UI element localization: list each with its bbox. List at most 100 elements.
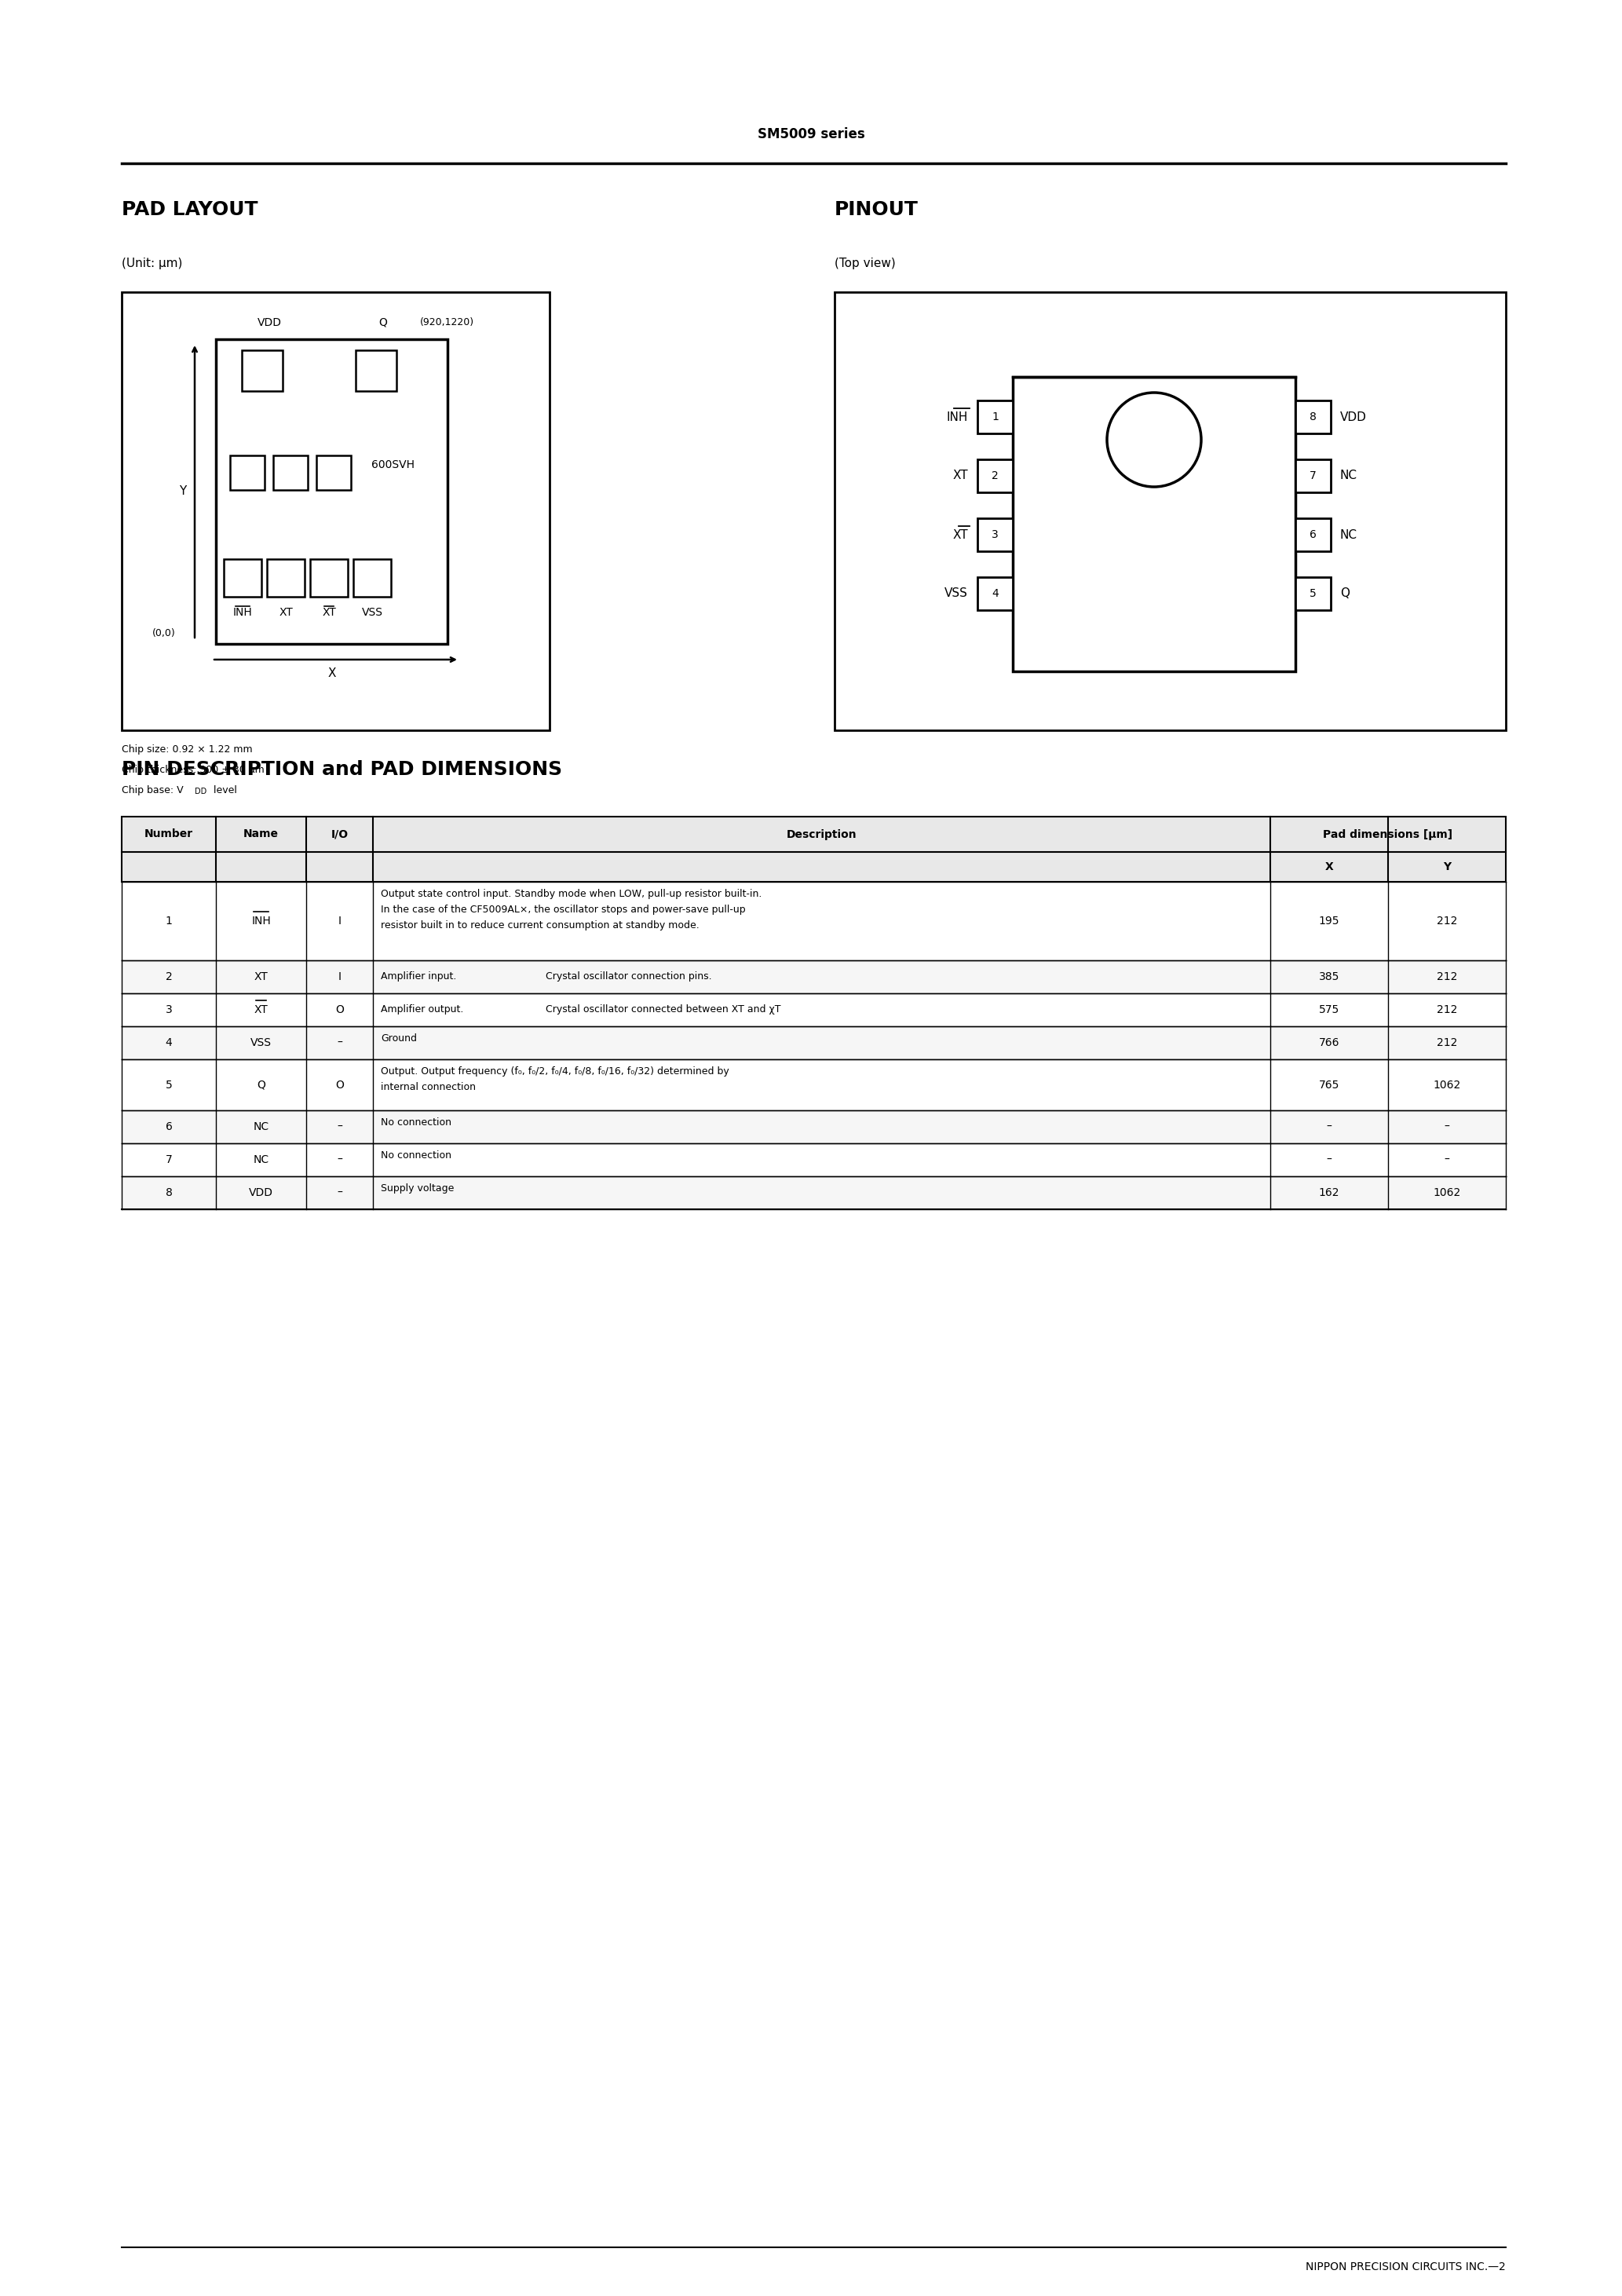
Text: 1: 1	[991, 411, 999, 422]
Text: 212: 212	[1437, 1038, 1457, 1049]
Text: 2: 2	[165, 971, 172, 983]
Text: I/O: I/O	[331, 829, 349, 840]
Text: Ground: Ground	[381, 1033, 417, 1045]
Text: INH: INH	[947, 411, 968, 422]
Text: XT: XT	[952, 528, 968, 540]
Text: 6: 6	[165, 1120, 172, 1132]
Text: Y: Y	[178, 487, 187, 498]
Bar	[122, 1143, 1505, 1176]
Text: 162: 162	[1319, 1187, 1340, 1199]
Text: Amplifier input.: Amplifier input.	[381, 971, 456, 983]
Bar	[1296, 519, 1330, 551]
Text: Output state control input. Standby mode when LOW, pull-up resistor built-in.: Output state control input. Standby mode…	[381, 889, 762, 900]
Text: (920,1220): (920,1220)	[420, 317, 474, 328]
Text: No connection: No connection	[381, 1118, 451, 1127]
Bar	[230, 455, 264, 489]
Bar	[122, 292, 550, 730]
Bar	[978, 576, 1012, 611]
Bar	[978, 519, 1012, 551]
Text: 212: 212	[1437, 916, 1457, 928]
Text: I: I	[337, 916, 341, 928]
Text: Chip base: V: Chip base: V	[122, 785, 183, 794]
Text: 6: 6	[1309, 530, 1317, 540]
Bar	[354, 560, 391, 597]
Text: –: –	[1327, 1120, 1332, 1132]
Text: NC: NC	[1340, 528, 1358, 540]
Text: 212: 212	[1437, 1003, 1457, 1015]
Text: (Unit: μm): (Unit: μm)	[122, 257, 182, 269]
Bar	[122, 994, 1505, 1026]
Text: SM5009 series: SM5009 series	[757, 126, 865, 142]
Text: 5: 5	[165, 1079, 172, 1091]
Text: Output. Output frequency (f₀, f₀/2, f₀/4, f₀/8, f₀/16, f₀/32) determined by: Output. Output frequency (f₀, f₀/2, f₀/4…	[381, 1065, 730, 1077]
Text: 575: 575	[1319, 1003, 1340, 1015]
Bar	[122, 817, 1505, 882]
Text: Supply voltage: Supply voltage	[381, 1182, 454, 1194]
Text: (0,0): (0,0)	[152, 629, 175, 638]
Bar	[122, 1176, 1505, 1210]
Text: NC: NC	[253, 1155, 269, 1166]
Text: PINOUT: PINOUT	[835, 200, 918, 218]
Text: 8: 8	[165, 1187, 172, 1199]
Bar	[122, 960, 1505, 994]
Text: 195: 195	[1319, 916, 1340, 928]
Text: level: level	[211, 785, 237, 794]
Text: 212: 212	[1437, 971, 1457, 983]
Text: VDD: VDD	[258, 317, 282, 328]
Text: –: –	[1444, 1120, 1450, 1132]
Text: VSS: VSS	[362, 606, 383, 618]
Text: Crystal oscillator connected between XT and χT: Crystal oscillator connected between XT …	[545, 1006, 780, 1015]
Text: (Top view): (Top view)	[835, 257, 895, 269]
Bar	[122, 882, 1505, 960]
Text: resistor built in to reduce current consumption at standby mode.: resistor built in to reduce current cons…	[381, 921, 699, 930]
Text: XT: XT	[255, 1003, 268, 1015]
Text: INH: INH	[234, 606, 253, 618]
Text: VDD: VDD	[248, 1187, 272, 1199]
Text: XT: XT	[952, 471, 968, 482]
Bar	[316, 455, 350, 489]
Text: PIN DESCRIPTION and PAD DIMENSIONS: PIN DESCRIPTION and PAD DIMENSIONS	[122, 760, 563, 778]
Bar	[310, 560, 347, 597]
Text: XT: XT	[255, 971, 268, 983]
Text: O: O	[336, 1003, 344, 1015]
Text: 1062: 1062	[1434, 1187, 1461, 1199]
Text: Chip size: 0.92 × 1.22 mm: Chip size: 0.92 × 1.22 mm	[122, 744, 253, 755]
Bar	[268, 560, 305, 597]
Text: 385: 385	[1319, 971, 1340, 983]
Text: Pad dimensions [μm]: Pad dimensions [μm]	[1324, 829, 1453, 840]
Text: –: –	[1327, 1155, 1332, 1166]
Bar	[272, 455, 308, 489]
Text: XT: XT	[279, 606, 292, 618]
Text: Amplifier output.: Amplifier output.	[381, 1006, 464, 1015]
Text: Crystal oscillator connection pins.: Crystal oscillator connection pins.	[545, 971, 712, 983]
Bar	[122, 817, 1505, 882]
Text: 5: 5	[1309, 588, 1317, 599]
Bar	[1296, 400, 1330, 434]
Text: 4: 4	[991, 588, 999, 599]
Text: Description: Description	[787, 829, 856, 840]
Text: 1: 1	[165, 916, 172, 928]
Text: 765: 765	[1319, 1079, 1340, 1091]
Text: X: X	[1325, 861, 1333, 872]
Text: VDD: VDD	[1340, 411, 1367, 422]
Text: 3: 3	[165, 1003, 172, 1015]
Text: NIPPON PRECISION CIRCUITS INC.—2: NIPPON PRECISION CIRCUITS INC.—2	[1306, 2262, 1505, 2273]
Text: No connection: No connection	[381, 1150, 451, 1159]
Text: 4: 4	[165, 1038, 172, 1049]
Text: –: –	[337, 1155, 342, 1166]
Text: Y: Y	[1444, 861, 1452, 872]
Bar	[216, 340, 448, 643]
Bar	[1296, 576, 1330, 611]
Text: Q: Q	[256, 1079, 266, 1091]
Text: DD: DD	[195, 788, 206, 794]
Text: INH: INH	[251, 916, 271, 928]
Bar	[122, 1111, 1505, 1143]
Bar	[1296, 459, 1330, 491]
Text: Chip thickness: 300 ± 30 μm: Chip thickness: 300 ± 30 μm	[122, 765, 264, 776]
Bar	[355, 351, 396, 390]
Text: Q: Q	[380, 317, 388, 328]
Text: NC: NC	[253, 1120, 269, 1132]
Text: I: I	[337, 971, 341, 983]
Bar	[835, 292, 1505, 730]
Text: O: O	[336, 1079, 344, 1091]
